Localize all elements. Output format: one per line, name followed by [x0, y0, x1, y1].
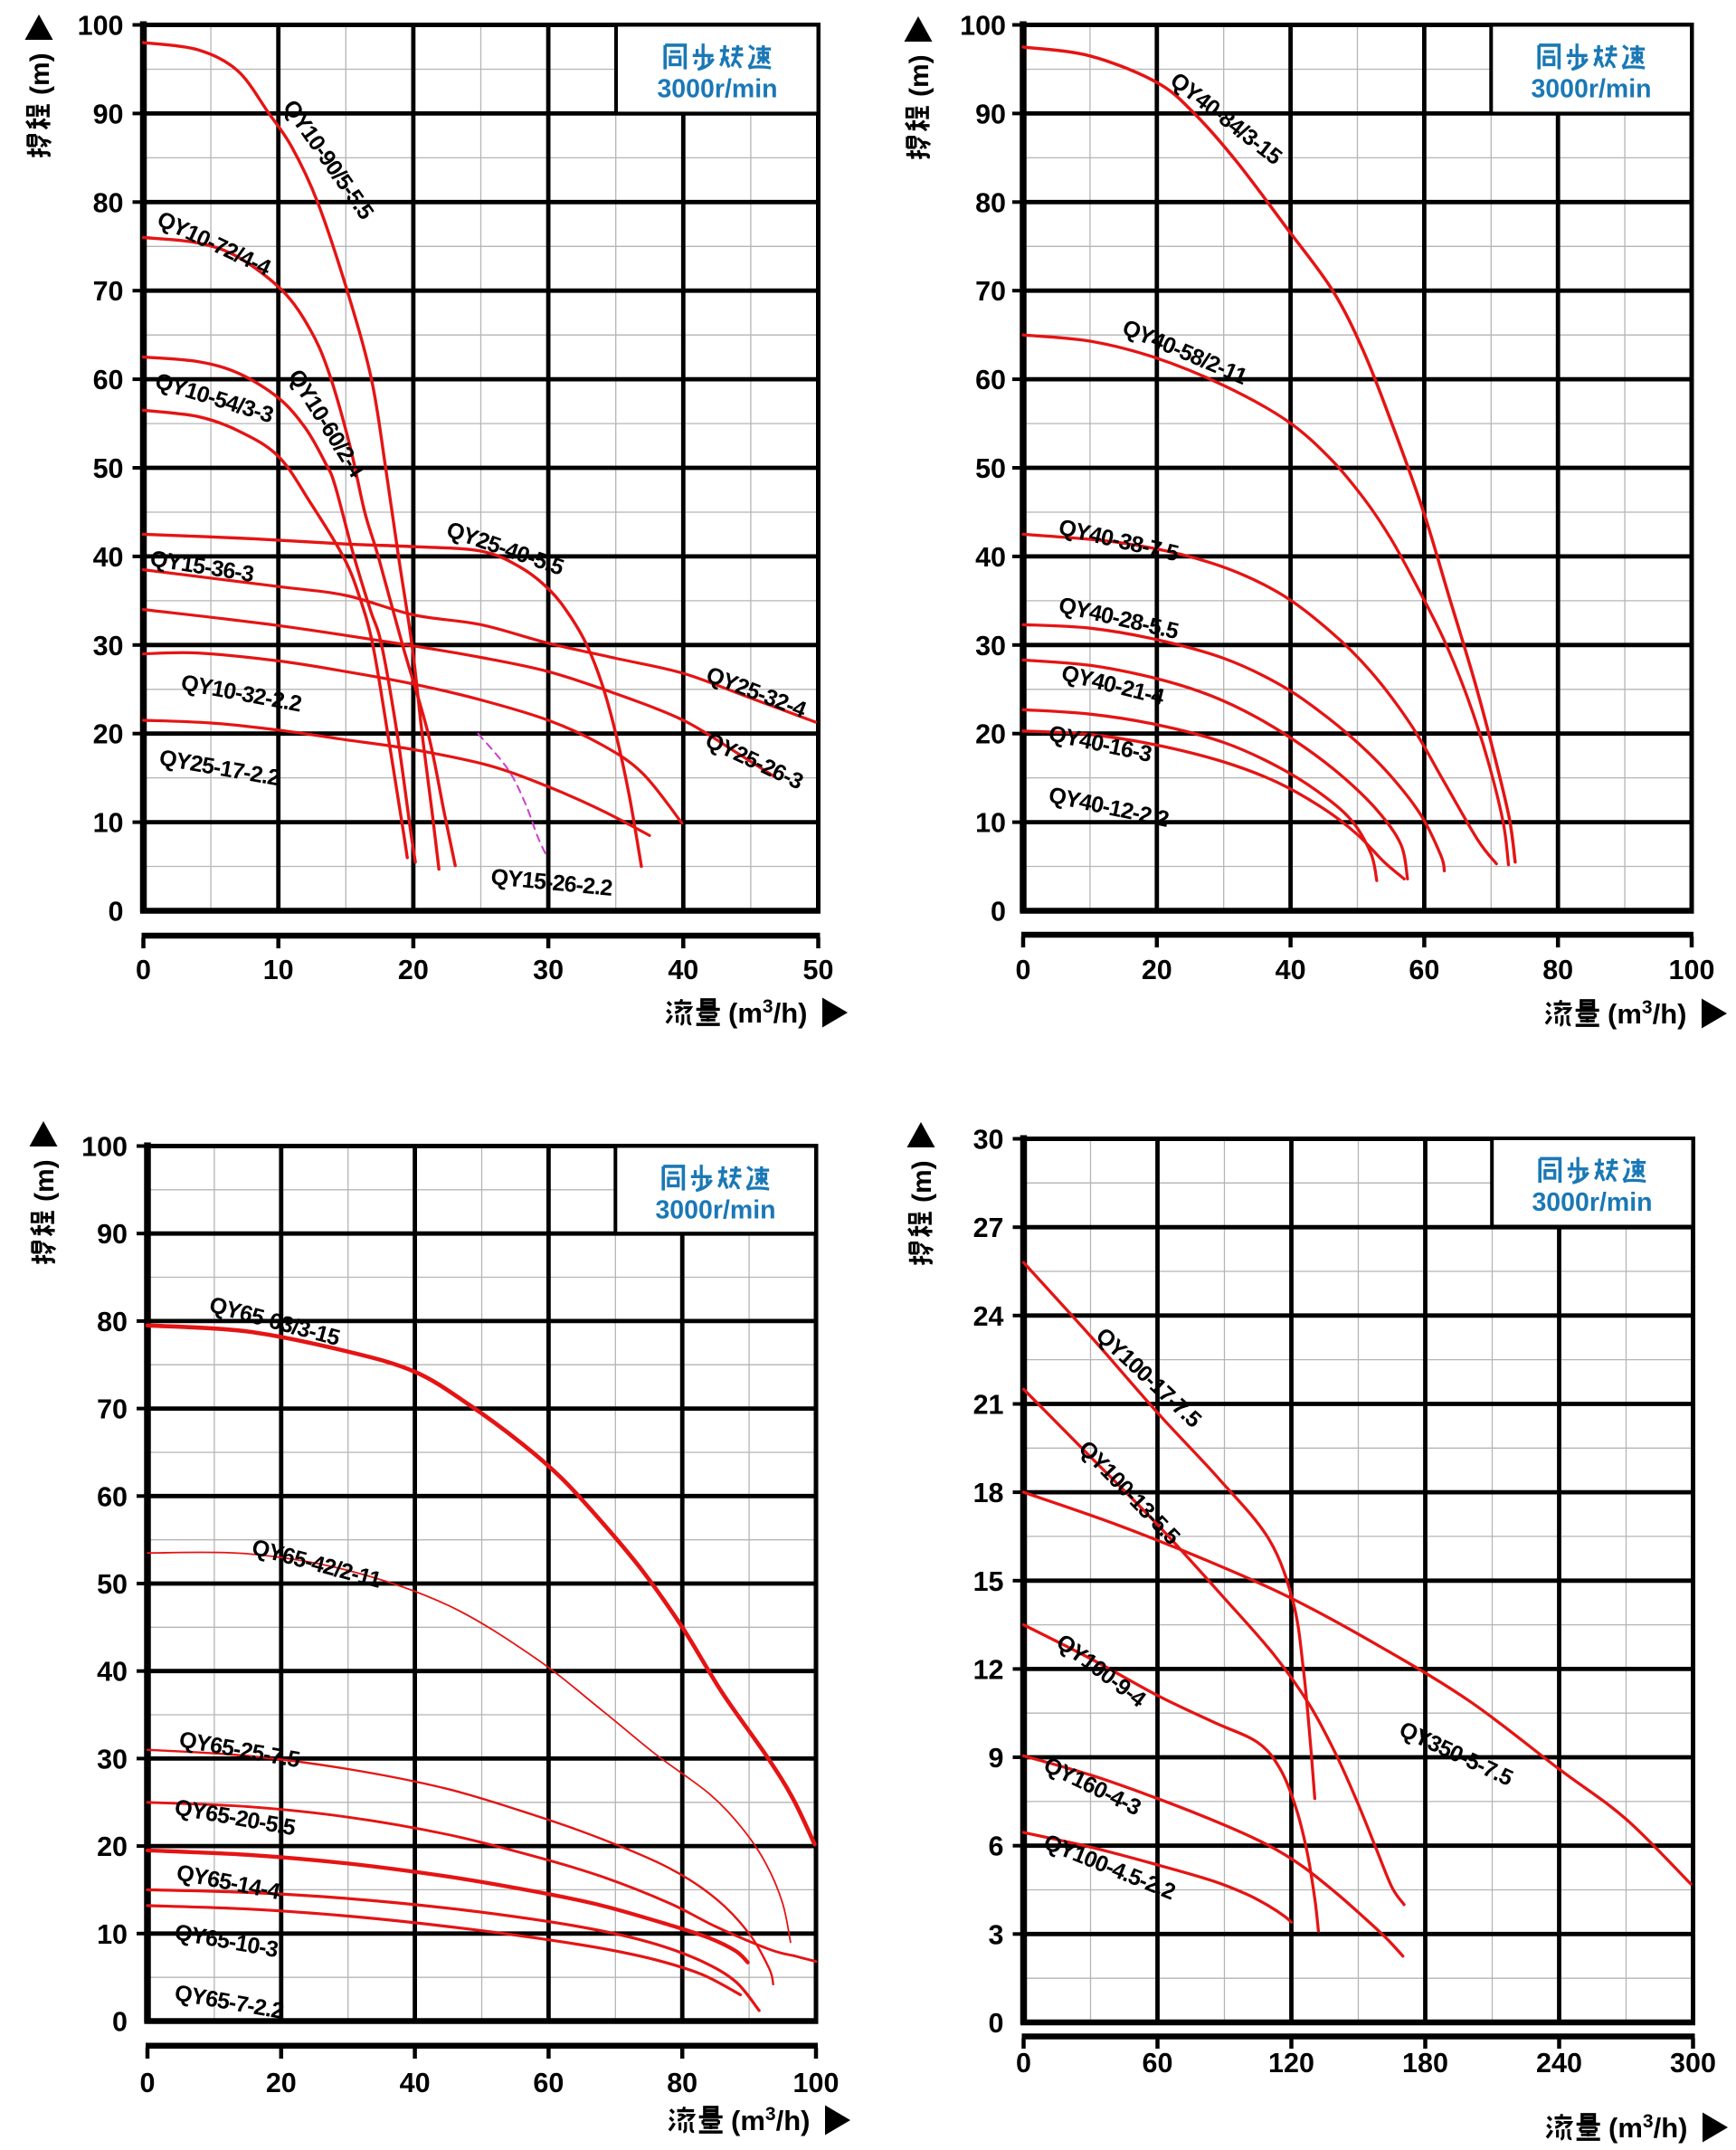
svg-text:(m3/h): (m3/h)	[1608, 2111, 1687, 2144]
svg-text:40: 40	[668, 955, 698, 985]
svg-text:100: 100	[960, 11, 1006, 42]
svg-text:50: 50	[803, 955, 834, 985]
svg-text:80: 80	[975, 187, 1006, 218]
svg-text:0: 0	[112, 2007, 128, 2038]
svg-text:30: 30	[973, 1125, 1004, 1156]
svg-text:(m): (m)	[907, 1160, 937, 1203]
svg-text:10: 10	[97, 1919, 128, 1950]
svg-text:24: 24	[973, 1301, 1004, 1332]
svg-text:3000r/min: 3000r/min	[1531, 75, 1651, 104]
svg-text:80: 80	[1542, 955, 1573, 985]
svg-text:60: 60	[533, 2068, 564, 2098]
svg-text:0: 0	[140, 2068, 156, 2098]
svg-text:3: 3	[989, 1919, 1004, 1950]
svg-text:100: 100	[81, 1132, 128, 1163]
svg-text:21: 21	[973, 1390, 1004, 1421]
svg-text:6: 6	[989, 1831, 1004, 1862]
svg-text:10: 10	[93, 808, 124, 839]
svg-text:90: 90	[97, 1219, 128, 1250]
svg-text:100: 100	[78, 11, 124, 42]
svg-text:60: 60	[1143, 2048, 1173, 2079]
svg-text:(m): (m)	[905, 54, 934, 97]
svg-text:60: 60	[975, 365, 1006, 395]
svg-text:100: 100	[1669, 955, 1715, 985]
svg-text:20: 20	[975, 719, 1006, 750]
svg-text:300: 300	[1670, 2048, 1716, 2079]
svg-text:10: 10	[263, 955, 294, 985]
svg-text:100: 100	[793, 2068, 840, 2098]
svg-text:3000r/min: 3000r/min	[655, 1196, 775, 1225]
svg-text:60: 60	[93, 365, 124, 395]
svg-text:0: 0	[989, 2008, 1004, 2039]
svg-text:40: 40	[97, 1657, 128, 1688]
svg-text:30: 30	[93, 631, 124, 661]
svg-text:3000r/min: 3000r/min	[1532, 1188, 1652, 1217]
svg-text:(m3/h): (m3/h)	[728, 996, 807, 1029]
svg-text:90: 90	[93, 99, 124, 129]
svg-text:15: 15	[973, 1566, 1004, 1597]
svg-text:20: 20	[1142, 955, 1172, 985]
svg-text:30: 30	[975, 631, 1006, 661]
svg-text:(m): (m)	[30, 1159, 60, 1202]
svg-text:0: 0	[991, 897, 1006, 928]
svg-text:80: 80	[667, 2068, 697, 2098]
svg-text:20: 20	[97, 1831, 128, 1862]
svg-text:80: 80	[93, 187, 124, 218]
svg-text:90: 90	[975, 99, 1006, 129]
svg-text:20: 20	[398, 955, 429, 985]
svg-text:180: 180	[1402, 2048, 1448, 2079]
svg-text:240: 240	[1536, 2048, 1582, 2079]
svg-text:40: 40	[400, 2068, 431, 2098]
svg-text:3000r/min: 3000r/min	[657, 75, 777, 104]
svg-text:40: 40	[1276, 955, 1306, 985]
svg-text:40: 40	[93, 542, 124, 573]
svg-text:(m): (m)	[25, 52, 55, 95]
svg-text:20: 20	[93, 719, 124, 750]
svg-text:0: 0	[1016, 2048, 1031, 2079]
svg-text:50: 50	[975, 453, 1006, 484]
svg-text:10: 10	[975, 808, 1006, 839]
svg-text:30: 30	[97, 1744, 128, 1774]
svg-text:50: 50	[93, 453, 124, 484]
svg-text:27: 27	[973, 1213, 1004, 1243]
svg-text:0: 0	[1016, 955, 1031, 985]
svg-text:50: 50	[97, 1569, 128, 1600]
svg-text:80: 80	[97, 1307, 128, 1337]
svg-text:70: 70	[97, 1394, 128, 1425]
svg-text:60: 60	[1409, 955, 1439, 985]
svg-text:40: 40	[975, 542, 1006, 573]
svg-text:18: 18	[973, 1478, 1004, 1508]
svg-text:70: 70	[975, 276, 1006, 307]
svg-text:12: 12	[973, 1654, 1004, 1685]
svg-text:30: 30	[533, 955, 564, 985]
svg-text:0: 0	[136, 955, 151, 985]
svg-text:20: 20	[266, 2068, 297, 2098]
svg-text:60: 60	[97, 1481, 128, 1512]
svg-text:9: 9	[989, 1743, 1004, 1774]
svg-text:0: 0	[109, 897, 124, 928]
svg-text:120: 120	[1268, 2048, 1314, 2079]
svg-text:70: 70	[93, 276, 124, 307]
